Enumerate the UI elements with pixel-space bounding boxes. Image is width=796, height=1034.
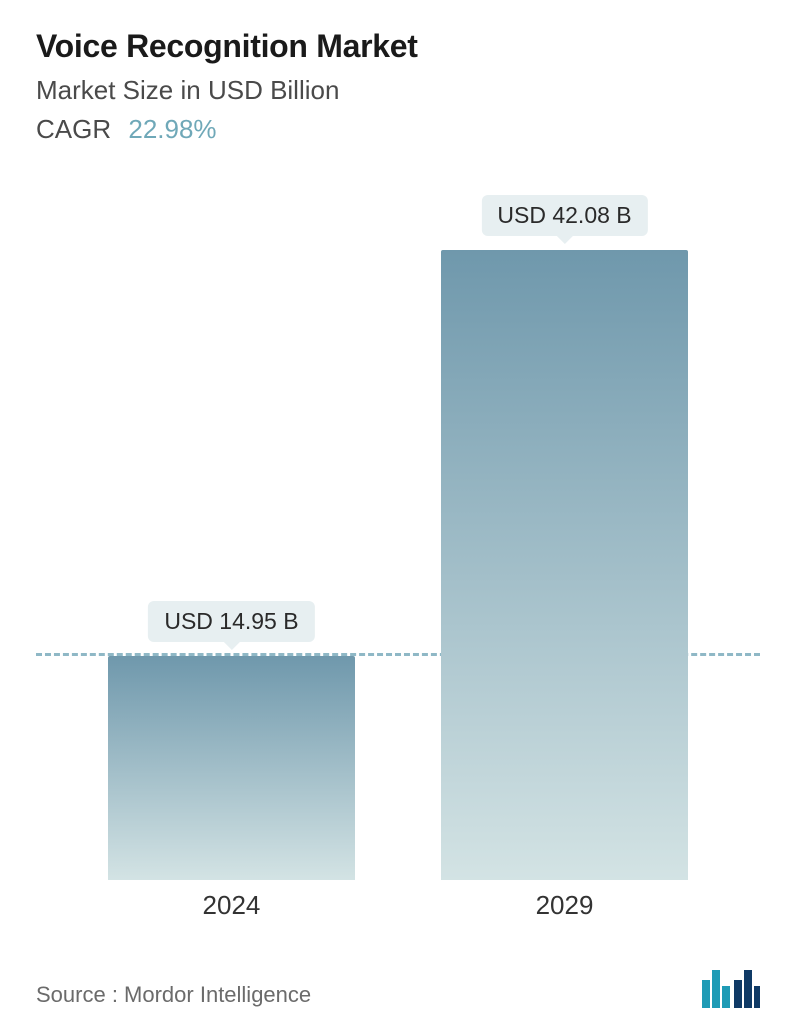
source-text: Source : Mordor Intelligence [36,982,311,1008]
chart-footer: Source : Mordor Intelligence [36,970,760,1008]
x-axis-label: 2029 [536,890,594,921]
bar [441,250,687,880]
x-axis-labels: 2024 2029 [36,880,760,920]
brand-logo-icon [702,970,760,1008]
chart-plot: USD 14.95 B USD 42.08 B [36,180,760,880]
value-label: USD 14.95 B [148,601,314,642]
chart-area: USD 14.95 B USD 42.08 B 2024 2029 [36,180,760,920]
cagr-value: 22.98% [128,114,216,144]
bar [108,656,354,880]
chart-title: Voice Recognition Market [36,28,760,65]
cagr-row: CAGR 22.98% [36,114,760,145]
cagr-label: CAGR [36,114,111,144]
value-label: USD 42.08 B [481,195,647,236]
chart-subtitle: Market Size in USD Billion [36,75,760,106]
chart-header: Voice Recognition Market Market Size in … [0,0,796,145]
x-axis-label: 2024 [203,890,261,921]
